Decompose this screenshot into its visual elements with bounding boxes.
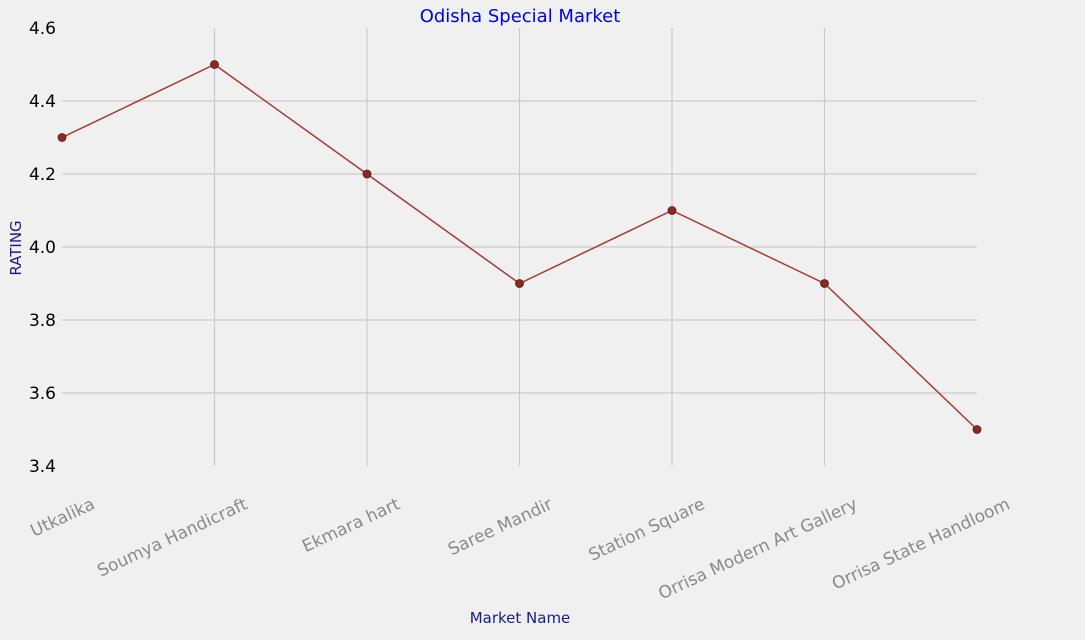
data-point xyxy=(362,169,372,179)
y-tick-label: 4.6 xyxy=(29,19,56,39)
series-group xyxy=(57,60,982,434)
x-tick-label: Saree Mandir xyxy=(445,494,555,560)
y-tick-label: 4.4 xyxy=(29,92,56,112)
y-tick-label: 4.0 xyxy=(29,238,56,258)
y-axis-label: RATING xyxy=(7,220,25,275)
data-point xyxy=(57,133,67,142)
data-point xyxy=(820,279,829,288)
y-tick-label: 3.6 xyxy=(29,384,56,404)
data-point xyxy=(515,279,524,288)
data-point xyxy=(210,60,219,69)
x-tick-label: Ekmara hart xyxy=(299,494,403,557)
x-tick-label: Utkalika xyxy=(28,494,99,541)
y-axis-ticks: 3.4 3.6 3.8 4.0 4.2 4.4 4.6 xyxy=(29,19,56,477)
x-tick-label: Soumya Handicraft xyxy=(94,494,250,581)
data-point xyxy=(667,206,677,215)
x-tick-label: Station Square xyxy=(586,494,708,565)
y-tick-label: 3.8 xyxy=(29,311,56,331)
chart-title: Odisha Special Market xyxy=(420,6,621,27)
x-axis-label: Market Name xyxy=(470,609,571,627)
data-point xyxy=(972,425,982,434)
y-tick-label: 3.4 xyxy=(29,457,56,477)
grid-lines xyxy=(62,28,977,466)
y-tick-label: 4.2 xyxy=(29,165,56,185)
